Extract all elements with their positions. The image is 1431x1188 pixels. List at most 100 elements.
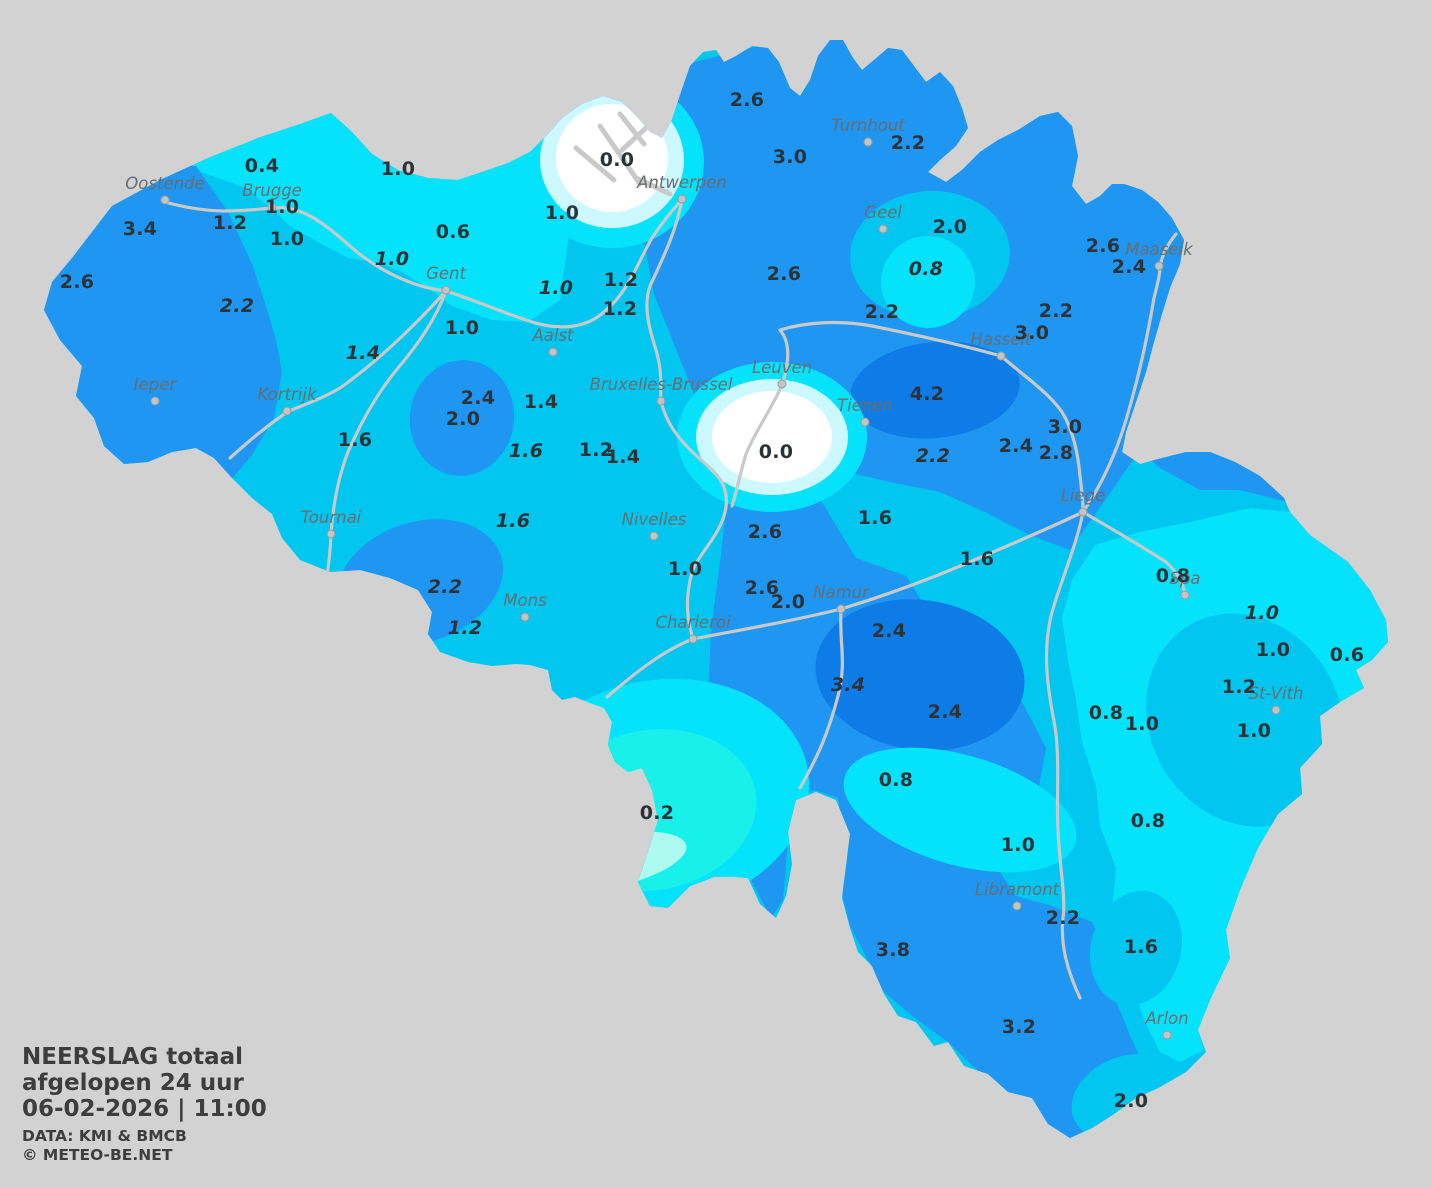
river-albert-canal [999, 354, 1085, 514]
precip-value-label: 2.0 [932, 216, 968, 238]
precip-value-label: 3.2 [1001, 1016, 1037, 1038]
precip-value-label: 2.0 [445, 408, 481, 430]
band-bright-blob-geel [881, 236, 975, 328]
map-title-block: NEERSLAG totaal afgelopen 24 uur 06-02-2… [22, 1044, 267, 1165]
precip-value-label: 2.6 [744, 577, 780, 599]
precip-value-label: 3.4 [830, 674, 866, 696]
harbour-docks [573, 111, 673, 197]
precip-value-label: 2.2 [1038, 300, 1074, 322]
map-credit-site: © METEO-BE.NET [22, 1146, 173, 1164]
river-meuse-south [798, 607, 844, 790]
precip-value-label: 1.0 [538, 277, 574, 299]
city-label: Arlon [1145, 1009, 1189, 1028]
city-dot [326, 529, 336, 539]
city-dot [1162, 1030, 1172, 1040]
band-bright-wedge-libramont [843, 747, 1077, 873]
city-dot [1271, 705, 1281, 715]
river-coast-canal [163, 200, 448, 293]
precip-value-label: 1.4 [605, 446, 641, 468]
precip-value-label: 2.6 [729, 89, 765, 111]
city-label: Oostende [125, 174, 205, 193]
precip-value-label: 2.6 [59, 271, 95, 293]
city-dot [677, 194, 687, 204]
precip-value-label: 1.0 [1244, 602, 1280, 624]
city-label: Tienen [837, 396, 893, 415]
river-scheldt-upper [318, 289, 448, 612]
city-dot [996, 351, 1006, 361]
city-label: Ieper [133, 375, 177, 394]
precip-value-label: 0.8 [1088, 702, 1124, 724]
precip-value-label: 2.6 [1085, 235, 1121, 257]
precip-value-label: 0.6 [1329, 644, 1365, 666]
city-label: Bruxelles-Brussel [589, 375, 733, 394]
precip-value-label: 1.2 [1221, 676, 1257, 698]
precip-value-label: 0.8 [1155, 565, 1191, 587]
city-label: Brugge [242, 181, 302, 200]
city-dot [520, 612, 530, 622]
precip-value-label: 1.0 [1000, 834, 1036, 856]
precip-value-label: 2.2 [864, 301, 900, 323]
city-dot [282, 406, 292, 416]
river-zenne-canal [645, 198, 728, 641]
map-title-line2: afgelopen 24 uur [22, 1070, 244, 1096]
city-label: Leuven [751, 358, 813, 377]
precip-value-label: 2.0 [1113, 1090, 1149, 1112]
precip-value-label: 0.6 [435, 221, 471, 243]
precip-value-label: 2.2 [219, 295, 255, 317]
city-label: Namur [813, 583, 869, 602]
city-label: Charleroi [655, 613, 731, 632]
precip-value-label: 1.0 [380, 158, 416, 180]
precip-value-label: 3.4 [122, 218, 158, 240]
city-label: Tournai [300, 508, 362, 527]
precip-value-label: 2.4 [871, 620, 907, 642]
river-dijle [730, 383, 784, 508]
city-label: Hasselt [970, 330, 1032, 349]
precip-value-label: 2.0 [770, 591, 806, 613]
map-title-line1: NEERSLAG totaal [22, 1044, 244, 1070]
city-label: Gent [426, 264, 466, 283]
city-label: Nivelles [621, 510, 687, 529]
city-dot [860, 417, 870, 427]
zone-white-leuven [712, 391, 832, 483]
precip-value-label: 2.2 [1045, 907, 1081, 929]
precip-value-label: 1.0 [544, 202, 580, 224]
river-scheldt-lower [444, 198, 684, 329]
precip-value-label: 1.6 [959, 548, 995, 570]
precip-value-label: 0.0 [758, 441, 794, 463]
precip-value-label: 0.4 [244, 155, 280, 177]
city-label: Turnhout [831, 116, 905, 135]
precip-value-label: 1.0 [374, 248, 410, 270]
city-label: St-Vith [1248, 684, 1304, 703]
map-title-datetime: 06-02-2026 | 11:00 [22, 1096, 267, 1122]
precip-value-label: 1.0 [1255, 639, 1291, 661]
precip-value-label: 3.8 [875, 939, 911, 961]
precip-value-label: 1.2 [212, 212, 248, 234]
city-dot [548, 347, 558, 357]
city-label: Liege [1060, 486, 1106, 505]
precip-value-label: 1.0 [1236, 720, 1272, 742]
band-dark-blob-tienen [850, 341, 1020, 439]
precip-value-label: 1.4 [523, 391, 559, 413]
band-cyan-blob-stvith [1146, 613, 1344, 827]
precip-value-label: 1.6 [857, 507, 893, 529]
city-dot [160, 195, 170, 205]
precip-value-label: 1.2 [578, 439, 614, 461]
band-dark-blob-dinant [815, 599, 1025, 751]
city-label: Libramont [974, 880, 1060, 899]
city-dot [1180, 590, 1190, 600]
city-label: Aalst [532, 326, 574, 345]
city-label: Mons [503, 591, 547, 610]
river-ourthe [1044, 510, 1085, 1000]
precip-value-label: 2.4 [1111, 256, 1147, 278]
precip-value-label: 2.4 [998, 435, 1034, 457]
city-dot [1154, 261, 1164, 271]
precip-value-label: 1.0 [444, 317, 480, 339]
city-dot [878, 224, 888, 234]
city-dot [836, 604, 846, 614]
precip-value-label: 4.2 [909, 383, 945, 405]
precip-value-label: 2.4 [927, 701, 963, 723]
city-dot [688, 634, 698, 644]
precip-value-label: 0.0 [599, 149, 635, 171]
precip-value-label: 2.8 [1038, 442, 1074, 464]
